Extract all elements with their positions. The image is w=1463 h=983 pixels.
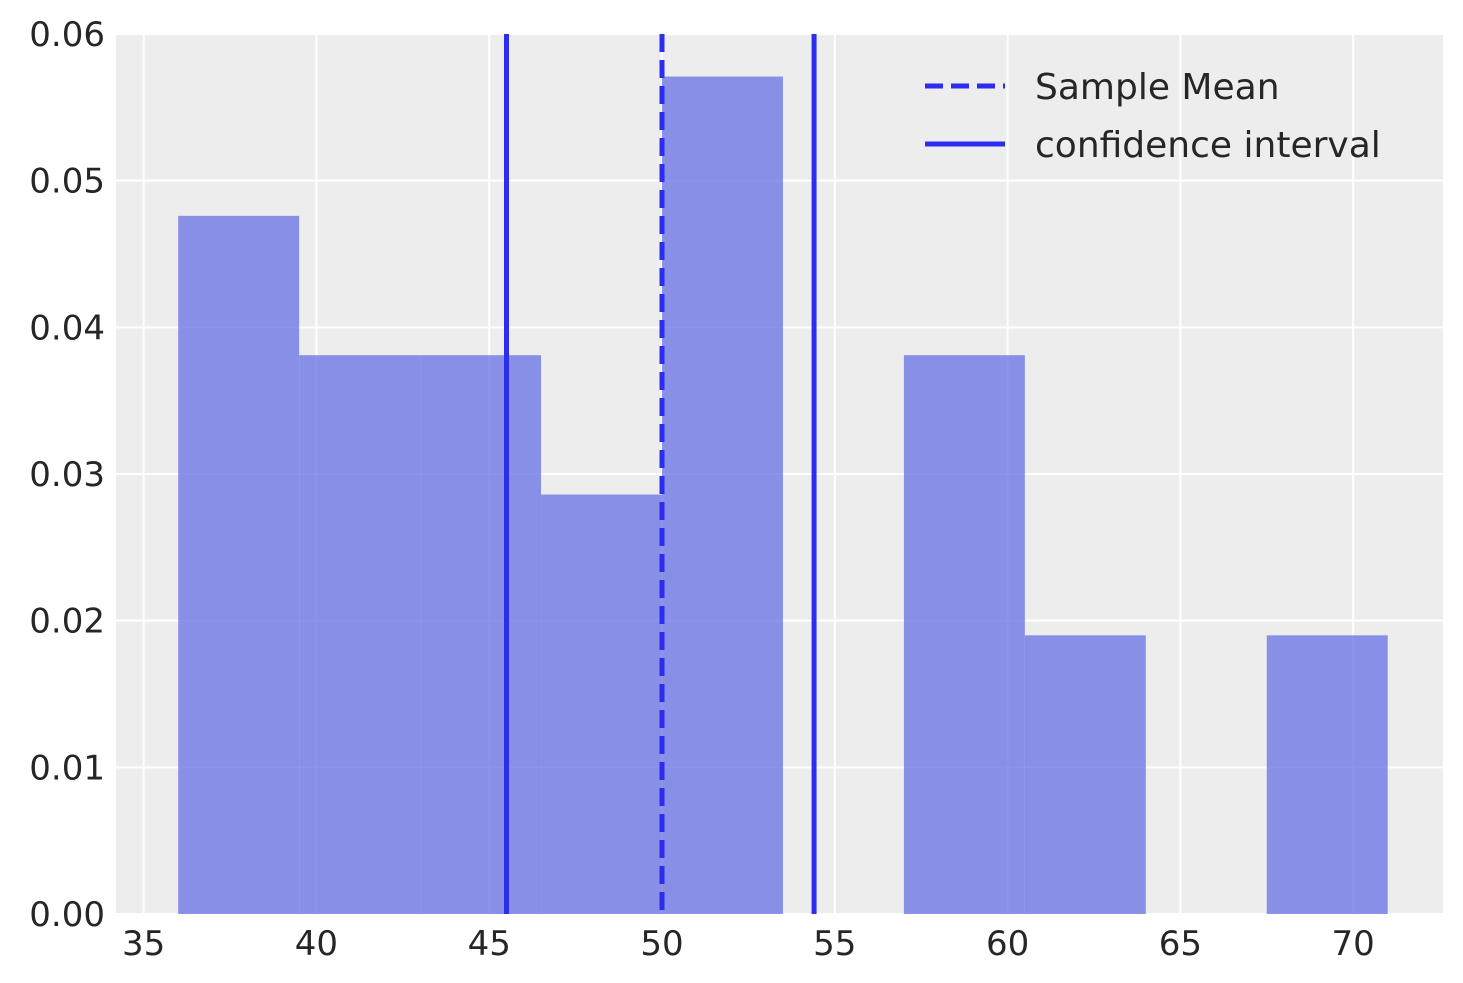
y-tick-label-5: 0.05 bbox=[29, 162, 105, 202]
y-tick-label-3: 0.03 bbox=[29, 455, 105, 495]
x-tick-label-3: 50 bbox=[640, 924, 683, 964]
x-tick-label-2: 45 bbox=[468, 924, 511, 964]
x-tick-label-0: 35 bbox=[122, 924, 165, 964]
histogram-bar-1 bbox=[299, 355, 421, 914]
y-tick-label-4: 0.04 bbox=[29, 308, 105, 348]
y-tick-label-1: 0.01 bbox=[29, 748, 105, 788]
legend: Sample Mean confidence interval bbox=[925, 67, 1381, 166]
histogram-bar-3 bbox=[541, 494, 663, 914]
histogram-bar-6 bbox=[903, 355, 1025, 914]
x-tick-label-5: 60 bbox=[986, 924, 1029, 964]
legend-label-0: Sample Mean bbox=[1035, 67, 1280, 108]
x-tick-label-4: 55 bbox=[813, 924, 856, 964]
y-axis-ticks: 0.00 0.01 0.02 0.03 0.04 0.05 0.06 bbox=[29, 15, 105, 935]
histogram-bars bbox=[178, 76, 1388, 915]
legend-label-1: confidence interval bbox=[1035, 125, 1381, 166]
x-tick-label-1: 40 bbox=[295, 924, 338, 964]
y-tick-label-6: 0.06 bbox=[29, 15, 105, 55]
x-tick-label-7: 70 bbox=[1332, 924, 1375, 964]
histogram-bar-7 bbox=[1024, 635, 1146, 914]
vertical-lines bbox=[503, 34, 817, 914]
x-axis-ticks: 35 40 45 50 55 60 65 70 bbox=[122, 924, 1375, 964]
histogram-bar-0 bbox=[178, 215, 300, 914]
histogram-bar-4 bbox=[662, 76, 783, 915]
x-tick-label-6: 65 bbox=[1159, 924, 1202, 964]
histogram-bar-2 bbox=[420, 355, 542, 914]
y-tick-label-0: 0.00 bbox=[29, 895, 105, 935]
y-tick-label-2: 0.02 bbox=[29, 602, 105, 642]
histogram-bar-9 bbox=[1266, 635, 1388, 914]
